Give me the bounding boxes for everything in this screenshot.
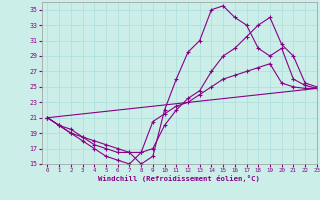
X-axis label: Windchill (Refroidissement éolien,°C): Windchill (Refroidissement éolien,°C) — [98, 175, 260, 182]
